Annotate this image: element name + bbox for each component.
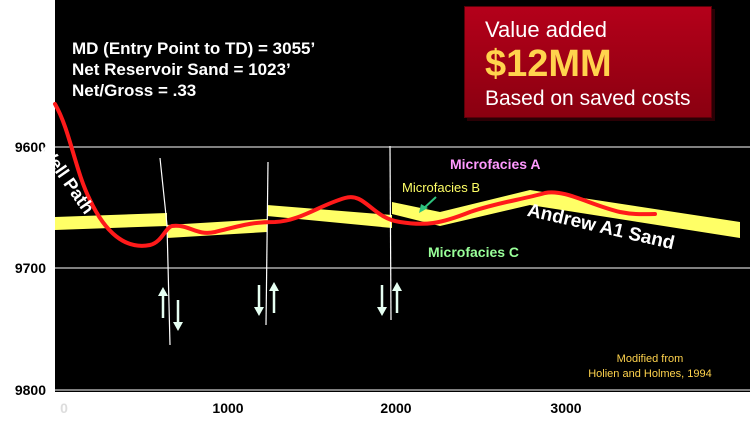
source-credit: Modified from Holien and Holmes, 1994 (570, 352, 730, 382)
microfacies-b-arrowhead (419, 204, 428, 213)
sand-block-1 (55, 213, 167, 230)
fault-arrows-1 (158, 287, 183, 331)
fault-arrows-2 (254, 282, 279, 316)
well-stat-net-gross: Net/Gross = .33 (72, 81, 197, 100)
source-credit-line2: Holien and Holmes, 1994 (588, 368, 712, 380)
value-added-box: Value added $12MM Based on saved costs (464, 6, 712, 118)
microfacies-c-label: Microfacies C (428, 244, 520, 260)
fault-line-3 (389, 145, 392, 321)
value-added-amount: $12MM (485, 43, 612, 85)
x-tick-2000: 2000 (380, 400, 412, 416)
fault-line-2 (265, 161, 269, 326)
well-stat-md: MD (Entry Point to TD) = 3055’ (72, 39, 316, 58)
fault-line-1-lower (166, 224, 171, 346)
y-tick-9600: 9600 (14, 139, 46, 155)
y-tick-9700: 9700 (14, 260, 46, 276)
well-stat-net-sand: Net Reservoir Sand = 1023’ (72, 60, 291, 79)
y-tick-9800: 9800 (14, 382, 46, 398)
value-added-basis: Based on saved costs (485, 87, 691, 110)
fault-line-1 (159, 157, 168, 226)
well-stats: MD (Entry Point to TD) = 3055’ Net Reser… (72, 38, 315, 101)
sand-block-3 (267, 205, 392, 228)
fault-arrows-3 (377, 282, 402, 316)
source-credit-line1: Modified from (616, 353, 684, 365)
x-tick-3000: 3000 (550, 400, 582, 416)
value-added-title: Value added (485, 17, 607, 42)
x-tick-1000: 1000 (212, 400, 244, 416)
microfacies-a-label: Microfacies A (450, 156, 541, 172)
microfacies-b-label: Microfacies B (402, 180, 481, 195)
well-path-line (53, 102, 657, 248)
x-tick-0: 0 (60, 400, 68, 416)
